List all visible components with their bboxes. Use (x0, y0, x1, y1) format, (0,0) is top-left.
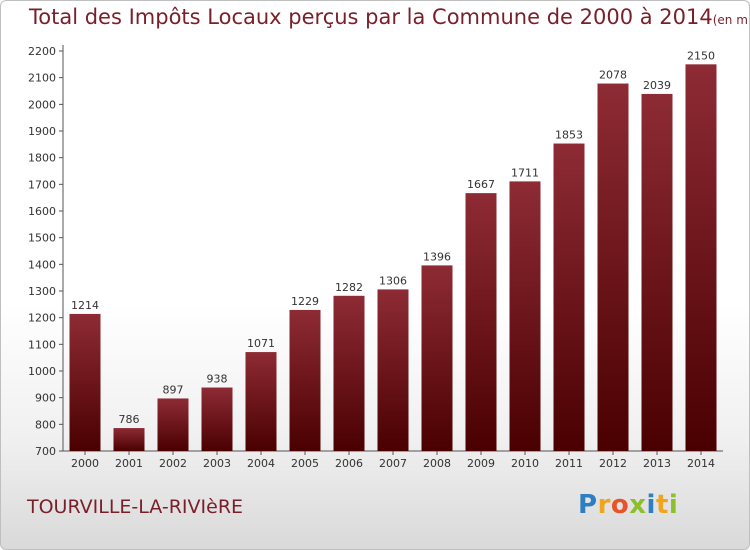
logo-letter: x (629, 490, 647, 520)
data-label: 938 (207, 373, 228, 386)
data-label: 1396 (423, 250, 451, 263)
data-label: 1071 (247, 337, 275, 350)
y-tick-label: 2200 (28, 45, 56, 58)
x-tick-label: 2009 (467, 457, 495, 470)
y-tick-label: 900 (35, 392, 56, 405)
x-tick-label: 2006 (335, 457, 363, 470)
x-tick-label: 2001 (115, 457, 143, 470)
y-tick-label: 1300 (28, 285, 56, 298)
y-tick-label: 1800 (28, 152, 56, 165)
bar (69, 313, 101, 451)
y-tick-label: 1600 (28, 205, 56, 218)
bar (421, 265, 453, 451)
bar (289, 309, 321, 451)
x-tick-label: 2011 (555, 457, 583, 470)
bar (245, 352, 277, 451)
logo-letter: i (668, 490, 679, 520)
x-tick-label: 2004 (247, 457, 275, 470)
data-label: 1214 (71, 299, 99, 312)
bar (333, 295, 365, 451)
x-tick-label: 2003 (203, 457, 231, 470)
y-tick-label: 2000 (28, 98, 56, 111)
bar (465, 193, 497, 451)
logo-letter: t (655, 490, 669, 520)
data-label: 2039 (643, 79, 671, 92)
bar (553, 143, 585, 452)
chart-title: Total des Impôts Locaux perçus par la Co… (29, 5, 750, 29)
logo-letter: i (646, 490, 656, 520)
x-tick-label: 2002 (159, 457, 187, 470)
bar (685, 64, 717, 452)
logo-letter: P (578, 490, 598, 520)
data-label: 1306 (379, 274, 407, 287)
data-label: 1667 (467, 178, 495, 191)
x-tick-label: 2000 (71, 457, 99, 470)
bar (201, 387, 233, 451)
logo-letter: r (597, 490, 611, 520)
x-tick-label: 2013 (643, 457, 671, 470)
x-tick-label: 2005 (291, 457, 319, 470)
commune-name: TOURVILLE-LA-RIVIèRE (27, 496, 244, 518)
x-tick-label: 2008 (423, 457, 451, 470)
y-tick-label: 1100 (28, 338, 56, 351)
logo-letter: o (610, 490, 630, 520)
data-label: 1282 (335, 281, 363, 294)
x-tick-label: 2010 (511, 457, 539, 470)
data-label: 1853 (555, 129, 583, 142)
y-tick-label: 1900 (28, 125, 56, 138)
y-tick-label: 800 (35, 418, 56, 431)
chart-title-main: Total des Impôts Locaux perçus par la Co… (29, 5, 713, 29)
data-label: 786 (119, 413, 140, 426)
y-tick-label: 1200 (28, 312, 56, 325)
y-tick-label: 2100 (28, 72, 56, 85)
bar (641, 93, 673, 451)
x-tick-label: 2007 (379, 457, 407, 470)
x-tick-label: 2014 (687, 457, 715, 470)
bar (157, 398, 189, 451)
data-label: 897 (163, 383, 184, 396)
bar (597, 83, 629, 452)
y-tick-label: 1500 (28, 232, 56, 245)
data-label: 1711 (511, 166, 539, 179)
data-label: 1229 (291, 295, 319, 308)
y-tick-label: 1000 (28, 365, 56, 378)
data-label: 2078 (599, 69, 627, 82)
y-tick-label: 700 (35, 445, 56, 458)
chart-title-unit: (en milliers d'€) (712, 13, 750, 27)
bar (377, 289, 409, 451)
proxiti-logo: Proxiti (578, 490, 678, 520)
x-tick-label: 2012 (599, 457, 627, 470)
data-label: 2150 (687, 49, 715, 62)
bar (509, 181, 541, 451)
y-tick-label: 1400 (28, 258, 56, 271)
bar (113, 428, 145, 451)
y-tick-label: 1700 (28, 178, 56, 191)
